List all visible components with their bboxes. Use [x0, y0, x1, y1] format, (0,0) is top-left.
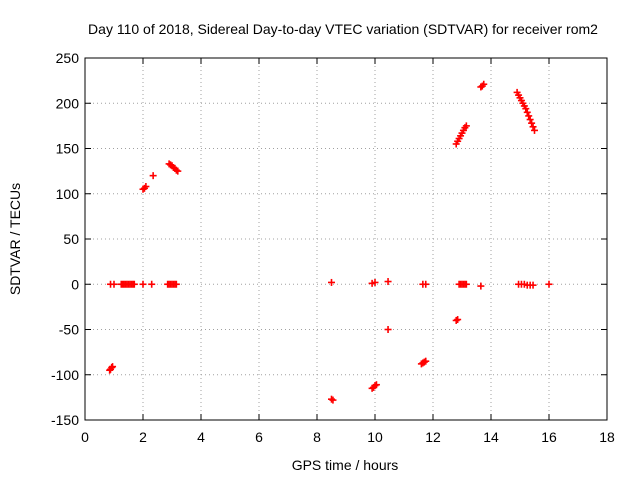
x-tick-label: 10: [367, 429, 383, 445]
y-tick-label: -50: [59, 322, 79, 338]
x-tick-label: 8: [313, 429, 321, 445]
data-point: [149, 172, 157, 180]
x-tick-label: 2: [139, 429, 147, 445]
data-point: [109, 363, 117, 371]
data-point: [523, 108, 531, 116]
data-point: [384, 278, 392, 286]
data-point: [371, 278, 379, 286]
data-point: [462, 280, 470, 288]
x-tick-label: 16: [541, 429, 557, 445]
x-tick-label: 18: [599, 429, 615, 445]
data-point: [522, 105, 530, 113]
y-tick-label: 200: [56, 95, 80, 111]
data-point: [480, 80, 488, 88]
data-point: [372, 381, 380, 389]
data-point: [328, 395, 335, 403]
data-point: [452, 316, 460, 324]
x-tick-label: 4: [197, 429, 205, 445]
y-tick-label: 150: [56, 141, 80, 157]
data-point: [420, 358, 428, 366]
x-tick-label: 6: [255, 429, 263, 445]
data-point: [384, 326, 392, 333]
data-point: [462, 122, 470, 130]
y-tick-label: 250: [56, 50, 80, 66]
data-point: [130, 280, 138, 288]
data-point: [529, 281, 537, 289]
data-point: [139, 280, 147, 288]
data-point: [172, 166, 180, 174]
data-point: [108, 364, 116, 372]
data-point: [172, 280, 180, 288]
y-tick-label: -100: [51, 367, 79, 383]
data-point: [110, 280, 118, 288]
data-point: [545, 280, 553, 288]
y-axis-ticks: -150 -100 -50 0 50 100 150 200 250: [51, 50, 607, 428]
grid-lines: [85, 58, 607, 420]
data-points: [106, 80, 553, 404]
x-tick-label: 12: [425, 429, 441, 445]
data-point: [422, 280, 430, 288]
x-tick-label: 0: [81, 429, 89, 445]
data-point: [422, 357, 430, 365]
y-tick-label: 0: [71, 276, 79, 292]
data-point: [328, 278, 335, 286]
data-point: [477, 282, 485, 290]
data-point: [329, 396, 337, 404]
data-point: [529, 123, 537, 131]
data-point: [142, 183, 150, 191]
data-point: [528, 119, 536, 127]
data-point: [174, 167, 182, 175]
chart-title: Day 110 of 2018, Sidereal Day-to-day VTE…: [88, 21, 598, 37]
data-point: [525, 112, 533, 120]
y-tick-label: 50: [63, 231, 79, 247]
y-tick-label: -150: [51, 412, 79, 428]
y-axis-label: SDTVAR / TECUs: [7, 183, 23, 295]
data-point: [371, 382, 379, 390]
x-tick-label: 14: [483, 429, 499, 445]
data-point: [454, 316, 462, 324]
x-axis-label: GPS time / hours: [292, 457, 399, 473]
x-axis-ticks: 0 2 4 6 8 10 12 14 16 18: [81, 58, 615, 445]
data-point: [148, 280, 156, 288]
y-tick-label: 100: [56, 186, 80, 202]
data-point: [526, 116, 534, 124]
data-point: [531, 126, 538, 134]
